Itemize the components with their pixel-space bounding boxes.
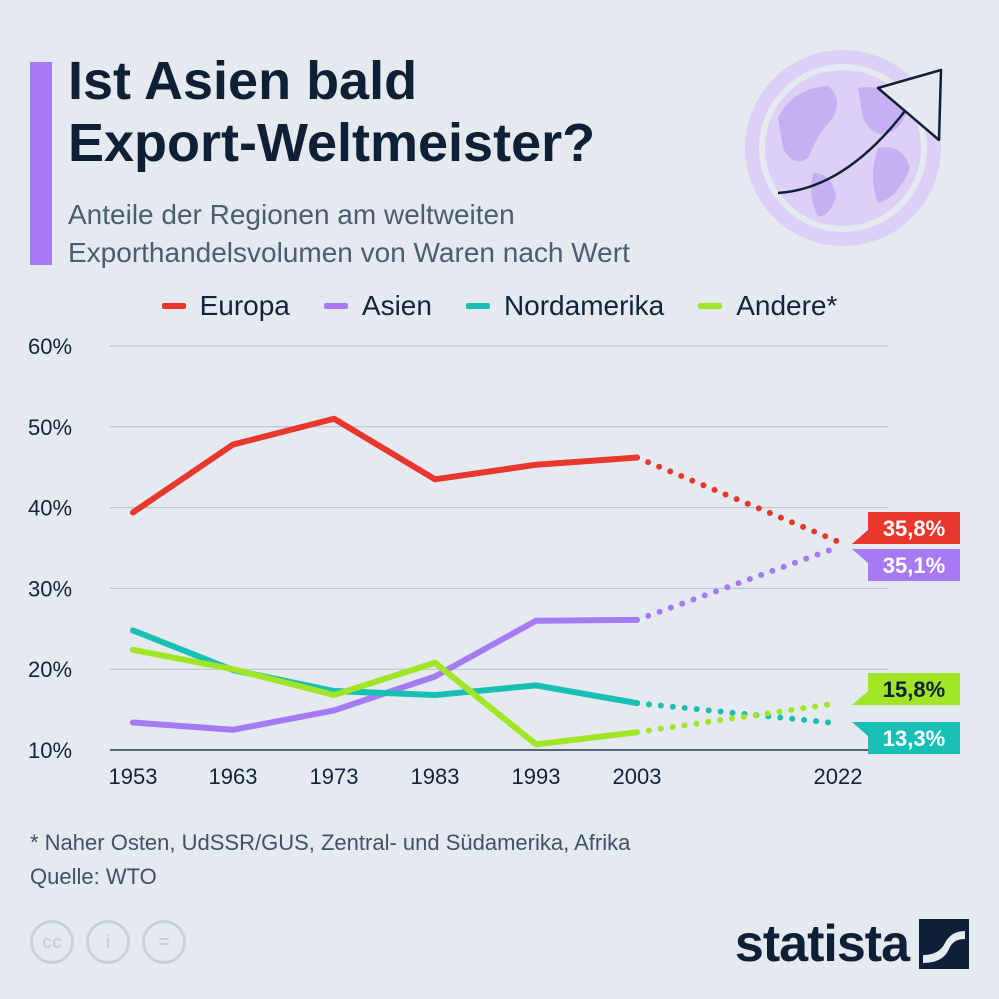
series-projection-europa: [634, 454, 841, 545]
legend-item-asien: Asien: [323, 290, 432, 322]
series-projection-andere: [634, 700, 841, 736]
end-label-pointer-nordamerika: [852, 722, 868, 736]
chart-legend: Europa Asien Nordamerika Andere*: [0, 290, 999, 322]
statista-logo-icon: [919, 919, 969, 969]
end-label-box-asien: [868, 549, 960, 581]
end-label-box-europa: [868, 512, 960, 544]
end-label-nordamerika: 13,3%: [883, 726, 945, 751]
x-tick-label: 2022: [814, 764, 863, 789]
subtitle-line-1: Anteile der Regionen am weltweiten: [68, 199, 515, 230]
cc-icon[interactable]: cc: [30, 920, 74, 964]
globe-arrow-icon: [745, 50, 943, 246]
legend-item-europa: Europa: [161, 290, 290, 322]
series-line-andere: [130, 646, 640, 748]
person-icon[interactable]: i: [86, 920, 130, 964]
x-tick-label: 1983: [411, 764, 460, 789]
series-line-asien: [130, 616, 640, 733]
end-label-pointer-europa: [852, 530, 868, 544]
y-tick-label: 30%: [28, 576, 72, 601]
x-tick-label: 2003: [613, 764, 662, 789]
end-label-box-nordamerika: [868, 722, 960, 754]
end-label-europa: 35,8%: [883, 516, 945, 541]
statista-brand[interactable]: statista: [735, 918, 969, 970]
footnote: * Naher Osten, UdSSR/GUS, Zentral- und S…: [30, 826, 630, 894]
legend-label-asien: Asien: [361, 290, 432, 321]
brand-text: statista: [734, 915, 910, 973]
legend-label-nordamerika: Nordamerika: [503, 290, 665, 321]
footnote-source: Quelle: WTO: [30, 864, 157, 889]
y-tick-label: 10%: [28, 738, 72, 763]
legend-swatch-asien: [323, 303, 348, 309]
end-label-andere: 15,8%: [883, 677, 945, 702]
page-subtitle: Anteile der Regionen am weltweiten Expor…: [68, 196, 630, 272]
series-projection-asien: [634, 544, 841, 623]
legend-item-andere: Andere*: [698, 290, 837, 322]
title-line-2: Export-Weltmeister?: [68, 113, 596, 173]
end-label-pointer-andere: [852, 691, 868, 705]
legend-label-europa: Europa: [199, 290, 290, 321]
legend-swatch-nordamerika: [465, 303, 490, 309]
license-icons: cc i =: [30, 920, 186, 964]
series-projection-nordamerika: [634, 700, 841, 727]
y-tick-label: 20%: [28, 657, 72, 682]
legend-item-nordamerika: Nordamerika: [465, 290, 665, 322]
y-tick-label: 40%: [28, 496, 72, 521]
legend-swatch-europa: [161, 303, 186, 309]
x-tick-label: 1963: [209, 764, 258, 789]
end-label-box-andere: [868, 673, 960, 705]
y-tick-label: 60%: [28, 334, 72, 359]
end-label-asien: 35,1%: [883, 553, 945, 578]
subtitle-line-2: Exporthandelsvolumen von Waren nach Wert: [68, 237, 630, 268]
accent-bar: [30, 62, 52, 265]
footnote-note: * Naher Osten, UdSSR/GUS, Zentral- und S…: [30, 830, 631, 855]
equals-icon[interactable]: =: [142, 920, 186, 964]
y-tick-label: 50%: [28, 415, 72, 440]
end-label-pointer-asien: [852, 549, 868, 563]
legend-label-andere: Andere*: [736, 290, 838, 321]
x-tick-label: 1953: [109, 764, 158, 789]
page-title: Ist Asien bald Export-Weltmeister?: [68, 50, 595, 174]
series-line-europa: [130, 415, 640, 516]
x-tick-label: 1993: [512, 764, 561, 789]
legend-swatch-andere: [698, 303, 723, 309]
line-chart: 10% 20% 30% 40% 50% 60% 1953 1963 1973 1983 1993 20…: [28, 334, 960, 789]
title-line-1: Ist Asien bald: [68, 51, 418, 111]
x-tick-label: 1973: [310, 764, 359, 789]
